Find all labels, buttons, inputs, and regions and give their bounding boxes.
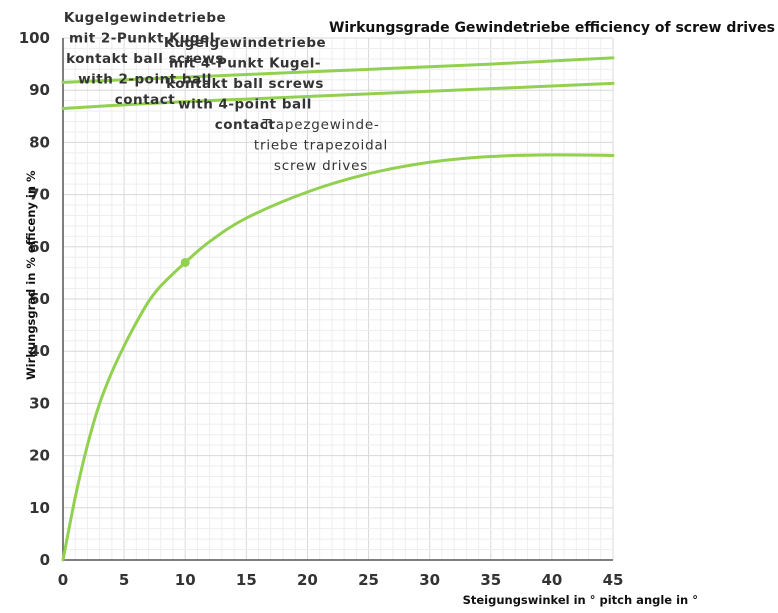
series-line-3 <box>61 153 615 562</box>
y-tick-label: 30 <box>29 394 50 412</box>
y-axis-label: Wirkungsgrad in % efficeny in % <box>24 170 38 380</box>
series-label-line: Kugelgewindetriebe <box>64 10 226 26</box>
series-marker <box>180 257 190 267</box>
series-label-line: with 2-point ball <box>78 72 212 88</box>
x-tick-label: 35 <box>480 571 501 589</box>
series-label-line: screw drives <box>274 158 368 174</box>
y-tick-label: 70 <box>29 186 50 204</box>
series-label-line: Kugelgewindetriebe <box>164 35 326 51</box>
x-tick-label: 25 <box>358 571 379 589</box>
x-tick-label: 30 <box>419 571 440 589</box>
grid <box>62 37 614 561</box>
y-tick-label: 40 <box>29 342 50 360</box>
y-tick-label: 10 <box>29 499 50 517</box>
series-label-2: Kugelgewindetriebe mit 4-Punkt Kugel-kont… <box>164 35 326 133</box>
x-tick-label: 45 <box>603 571 624 589</box>
y-tick-label: 50 <box>29 290 50 308</box>
chart-title: Wirkungsgrade Gewindetriebe efficiency o… <box>329 20 775 36</box>
series-label-line: with 4-point ball <box>178 97 312 113</box>
series-labels: Kugelgewindetriebe mit 2-Punkt Kugel-kont… <box>64 10 388 174</box>
series-label-3: Trapezgewinde-triebe trapezoidal screw dr… <box>254 117 388 174</box>
x-tick-label: 10 <box>175 571 196 589</box>
series-label-line: Trapezgewinde- <box>261 117 379 133</box>
y-tick-label: 80 <box>29 133 50 151</box>
y-tick-labels: 0 10 20 30 40 50 60 70 80 90 100 <box>19 29 50 569</box>
x-tick-labels: 0 5 10 15 20 25 30 35 40 45 <box>58 571 624 589</box>
series-line-1 <box>61 56 615 84</box>
series-label-line: triebe trapezoidal <box>254 138 388 154</box>
series-lines <box>61 56 615 562</box>
series-label-line: contact <box>215 117 275 133</box>
y-tick-label: 60 <box>29 238 50 256</box>
x-tick-label: 15 <box>236 571 257 589</box>
series-label-line: mit 4-Punkt Kugel- <box>169 56 321 72</box>
series-label-line: mit 2-Punkt Kugel- <box>69 31 221 47</box>
x-tick-label: 40 <box>541 571 562 589</box>
series-label-line: contact <box>115 92 175 108</box>
series-label-1: Kugelgewindetriebe mit 2-Punkt Kugel-kont… <box>64 10 226 108</box>
x-tick-label: 5 <box>119 571 129 589</box>
y-tick-label: 20 <box>29 447 50 465</box>
series-label-line: kontakt ball screws <box>66 51 224 67</box>
axes <box>62 38 613 561</box>
y-tick-label: 100 <box>19 29 50 47</box>
x-tick-label: 20 <box>297 571 318 589</box>
y-tick-label: 0 <box>40 551 50 569</box>
series-line-2 <box>61 81 615 110</box>
y-tick-label: 90 <box>29 81 50 99</box>
series-label-line: kontakt ball screws <box>166 76 324 92</box>
x-tick-label: 0 <box>58 571 68 589</box>
x-axis-label: Steigungswinkel in ° pitch angle in ° <box>463 593 698 607</box>
